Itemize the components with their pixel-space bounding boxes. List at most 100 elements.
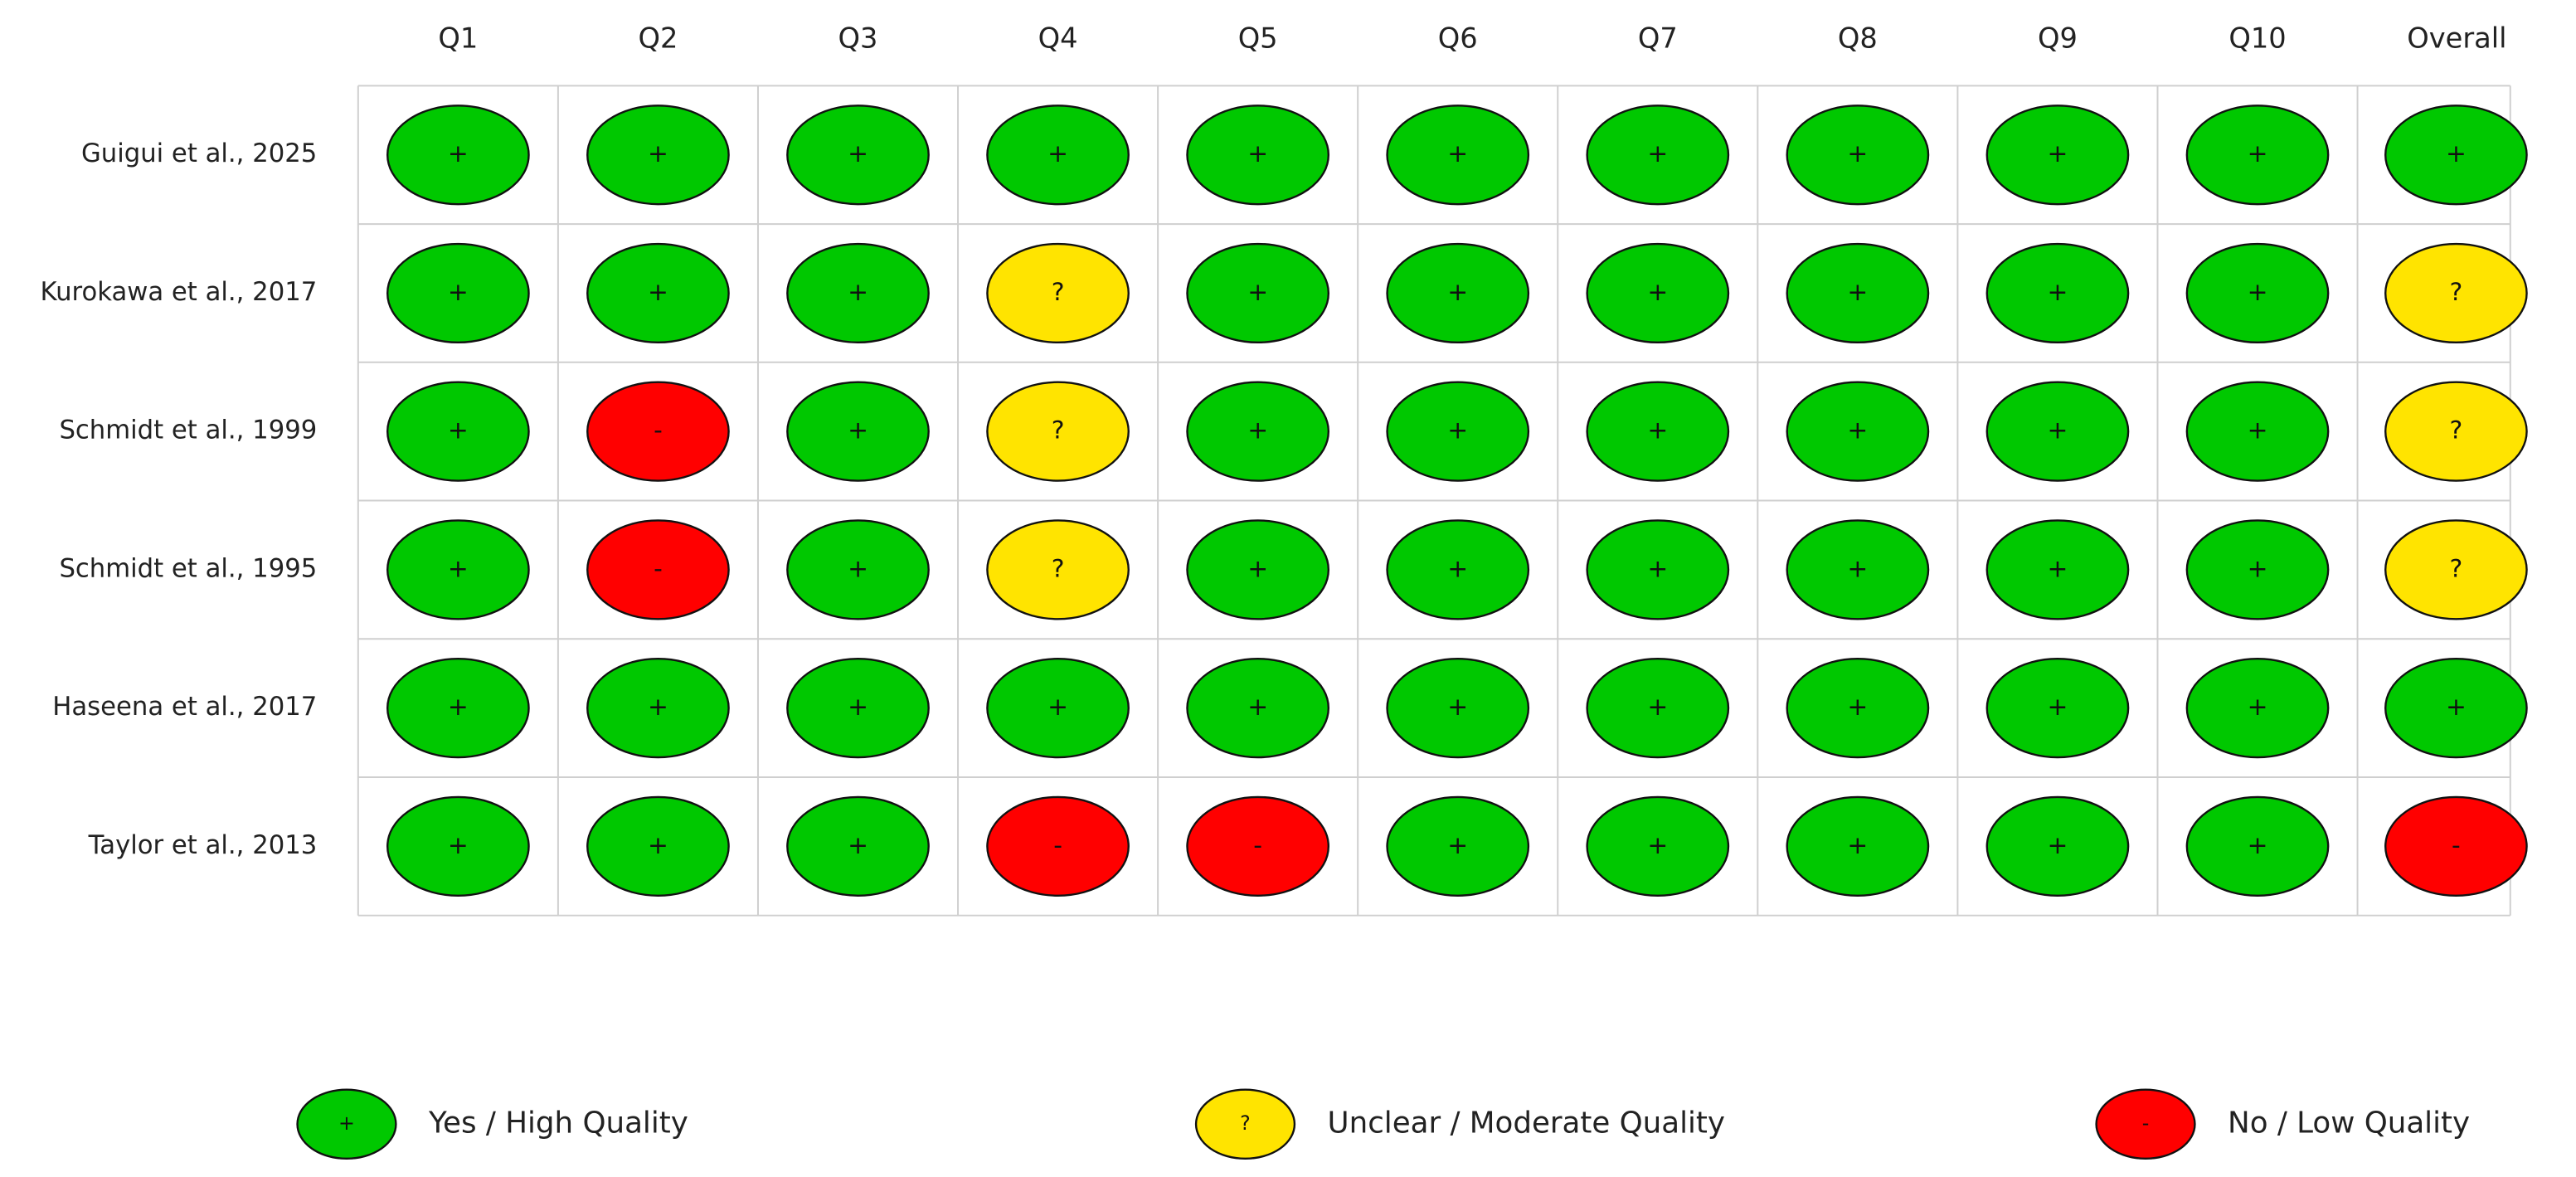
rating-ellipse: [1186, 519, 1330, 620]
rating-symbol: +: [1847, 831, 1868, 860]
rating-symbol: +: [1247, 416, 1268, 445]
legend-symbol: -: [2142, 1111, 2150, 1135]
rating-symbol: +: [1447, 693, 1468, 722]
rating-symbol: +: [1847, 693, 1868, 722]
rating-symbol: +: [1847, 554, 1868, 583]
rating-ellipse: [1586, 657, 1730, 759]
rating-symbol: +: [1647, 278, 1668, 307]
rating-ellipse: [2384, 381, 2528, 482]
rating-ellipse: [586, 381, 730, 482]
rating-ellipse: [1985, 381, 2130, 482]
rating-symbol: +: [1647, 416, 1668, 445]
rating-symbol: +: [2047, 139, 2068, 168]
column-header: Q2: [638, 22, 678, 54]
rating-ellipse: [986, 519, 1130, 620]
rating-ellipse: [1186, 105, 1330, 206]
rating-symbol: +: [848, 831, 868, 860]
rating-symbol: +: [2248, 278, 2268, 307]
rating-ellipse: [1786, 242, 1930, 344]
rating-symbol: +: [2248, 693, 2268, 722]
rating-symbol: +: [2047, 831, 2068, 860]
rating-symbol: -: [654, 416, 663, 445]
rating-symbol: +: [2446, 693, 2467, 722]
rating-symbol: +: [848, 139, 868, 168]
rating-ellipse: [1586, 519, 1730, 620]
rating-ellipse: [986, 657, 1130, 759]
rating-symbol: +: [648, 831, 668, 860]
legend-ellipse: [1194, 1088, 1296, 1160]
rating-ellipse: [1786, 519, 1930, 620]
rating-ellipse: [1586, 242, 1730, 344]
rating-symbol: +: [848, 693, 868, 722]
rating-ellipse: [1586, 795, 1730, 897]
rating-ellipse: [786, 242, 930, 344]
rating-symbol: +: [1847, 278, 1868, 307]
rating-ellipse: [1786, 657, 1930, 759]
rating-ellipse: [1186, 795, 1330, 897]
rating-ellipse: [586, 657, 730, 759]
column-header: Q3: [838, 22, 878, 54]
study-label: Haseena et al., 2017: [52, 693, 317, 722]
rating-symbol: +: [1647, 693, 1668, 722]
rating-symbol: ?: [1052, 416, 1065, 445]
rating-ellipse: [786, 657, 930, 759]
rating-symbol: +: [448, 278, 469, 307]
rating-symbol: +: [1847, 139, 1868, 168]
rating-ellipse: [986, 105, 1130, 206]
rating-ellipse: [586, 105, 730, 206]
rating-ellipse: [386, 519, 530, 620]
legend-symbol: ?: [1240, 1111, 1251, 1135]
study-label: Schmidt et al., 1999: [59, 416, 317, 445]
column-header: Q10: [2228, 22, 2286, 54]
column-header: Q8: [1838, 22, 1878, 54]
rating-ellipse: [386, 381, 530, 482]
rating-symbol: ?: [2450, 278, 2463, 307]
rating-ellipse: [1386, 795, 1530, 897]
rating-symbol: +: [2047, 693, 2068, 722]
rating-symbol: +: [2248, 831, 2268, 860]
rating-symbol: +: [848, 278, 868, 307]
rating-symbol: +: [1447, 416, 1468, 445]
rating-symbol: +: [1847, 416, 1868, 445]
rating-ellipse: [1985, 519, 2130, 620]
legend-label: No / Low Quality: [2228, 1106, 2470, 1140]
rating-symbol: +: [848, 554, 868, 583]
rating-ellipse: [2185, 657, 2330, 759]
rating-ellipse: [2185, 795, 2330, 897]
rating-ellipse: [786, 381, 930, 482]
rating-symbol: +: [1647, 139, 1668, 168]
rating-symbol: +: [848, 416, 868, 445]
study-label: Schmidt et al., 1995: [59, 554, 317, 583]
legend-ellipse: [296, 1088, 397, 1160]
rating-ellipse: [386, 657, 530, 759]
rating-symbol: ?: [2450, 554, 2463, 583]
rating-symbol: +: [1647, 554, 1668, 583]
rating-symbol: +: [1247, 278, 1268, 307]
rating-ellipse: [986, 795, 1130, 897]
rating-symbol: -: [2452, 831, 2461, 860]
rating-ellipse: [2185, 381, 2330, 482]
rating-symbol: +: [1247, 554, 1268, 583]
rating-ellipse: [986, 242, 1130, 344]
study-label: Kurokawa et al., 2017: [40, 278, 317, 307]
rating-symbol: +: [2248, 554, 2268, 583]
rating-symbol: +: [2446, 139, 2467, 168]
rating-ellipse: [1386, 105, 1530, 206]
rating-ellipse: [1786, 105, 1930, 206]
rating-symbol: +: [1047, 693, 1068, 722]
rating-symbol: +: [1447, 278, 1468, 307]
rating-symbol: -: [654, 554, 663, 583]
column-header: Q5: [1238, 22, 1278, 54]
rating-symbol: +: [2248, 416, 2268, 445]
rating-symbol: +: [1447, 554, 1468, 583]
rating-ellipse: [786, 795, 930, 897]
rating-ellipse: [1985, 242, 2130, 344]
rating-symbol: ?: [1052, 278, 1065, 307]
legend-symbol: +: [338, 1111, 355, 1135]
rating-ellipse: [1186, 381, 1330, 482]
column-header: Q9: [2038, 22, 2078, 54]
study-label: Guigui et al., 2025: [81, 139, 317, 168]
rating-symbol: +: [2248, 139, 2268, 168]
